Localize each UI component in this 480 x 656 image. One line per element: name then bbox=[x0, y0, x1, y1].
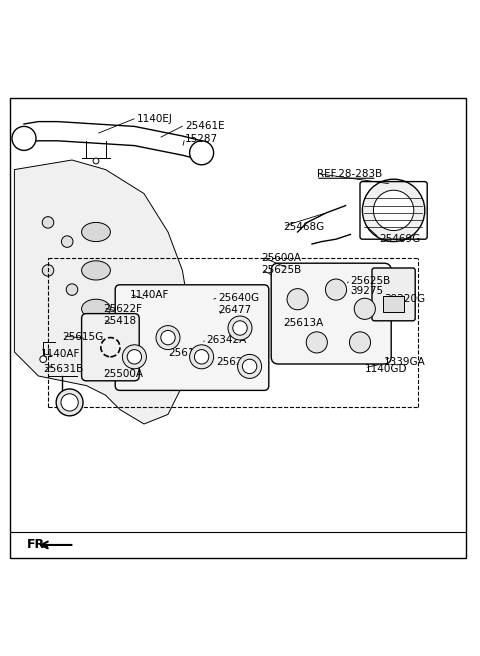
Text: FR.: FR. bbox=[26, 539, 49, 552]
Text: 1339GA: 1339GA bbox=[384, 357, 426, 367]
Circle shape bbox=[287, 289, 308, 310]
Text: REF.28-283B: REF.28-283B bbox=[317, 169, 382, 179]
Text: 25625B: 25625B bbox=[350, 276, 391, 286]
Circle shape bbox=[238, 354, 262, 379]
Text: 1140AF: 1140AF bbox=[41, 350, 80, 359]
Text: 25461E: 25461E bbox=[185, 121, 225, 131]
Circle shape bbox=[56, 389, 83, 416]
Circle shape bbox=[349, 332, 371, 353]
Circle shape bbox=[233, 321, 247, 335]
Text: 1140AF: 1140AF bbox=[130, 291, 169, 300]
Circle shape bbox=[190, 345, 214, 369]
Text: 25500A: 25500A bbox=[103, 369, 143, 379]
Circle shape bbox=[61, 394, 78, 411]
Circle shape bbox=[93, 158, 99, 164]
Circle shape bbox=[66, 284, 78, 295]
Circle shape bbox=[194, 350, 209, 364]
Circle shape bbox=[373, 190, 414, 230]
Text: 25418: 25418 bbox=[103, 316, 136, 326]
Circle shape bbox=[354, 298, 375, 319]
Circle shape bbox=[12, 127, 36, 150]
Text: 25469G: 25469G bbox=[379, 234, 420, 244]
Text: 25620A: 25620A bbox=[216, 357, 256, 367]
Text: 25611H: 25611H bbox=[168, 348, 209, 358]
Ellipse shape bbox=[82, 299, 110, 318]
Text: 39220G: 39220G bbox=[384, 294, 425, 304]
FancyBboxPatch shape bbox=[383, 296, 404, 312]
Text: 25615G: 25615G bbox=[62, 332, 104, 342]
Ellipse shape bbox=[82, 261, 110, 280]
Text: 1140GD: 1140GD bbox=[365, 364, 408, 374]
Circle shape bbox=[156, 325, 180, 350]
Circle shape bbox=[362, 179, 425, 241]
Text: 25613A: 25613A bbox=[283, 318, 324, 328]
Circle shape bbox=[122, 345, 146, 369]
Text: 26477: 26477 bbox=[218, 305, 252, 315]
Text: 25640G: 25640G bbox=[218, 293, 260, 303]
FancyBboxPatch shape bbox=[271, 263, 391, 364]
Circle shape bbox=[242, 359, 257, 374]
Ellipse shape bbox=[82, 222, 110, 241]
Text: 25622F: 25622F bbox=[103, 304, 142, 314]
FancyBboxPatch shape bbox=[115, 285, 269, 390]
Text: 39275: 39275 bbox=[350, 285, 384, 296]
Circle shape bbox=[306, 332, 327, 353]
Circle shape bbox=[190, 141, 214, 165]
Circle shape bbox=[42, 264, 54, 276]
Text: 25468G: 25468G bbox=[283, 222, 324, 232]
FancyBboxPatch shape bbox=[82, 314, 139, 380]
FancyBboxPatch shape bbox=[372, 268, 415, 321]
Circle shape bbox=[161, 331, 175, 345]
Circle shape bbox=[61, 236, 73, 247]
Circle shape bbox=[127, 350, 142, 364]
Circle shape bbox=[325, 279, 347, 300]
PathPatch shape bbox=[14, 160, 192, 424]
Text: 26342A: 26342A bbox=[206, 335, 247, 345]
Circle shape bbox=[42, 216, 54, 228]
Text: 25600A: 25600A bbox=[262, 253, 301, 264]
Circle shape bbox=[228, 316, 252, 340]
Text: 25625B: 25625B bbox=[262, 266, 302, 276]
Text: 15287: 15287 bbox=[185, 134, 218, 144]
Text: 25631B: 25631B bbox=[43, 364, 84, 374]
Circle shape bbox=[40, 356, 47, 363]
Text: 1140EJ: 1140EJ bbox=[137, 114, 173, 124]
